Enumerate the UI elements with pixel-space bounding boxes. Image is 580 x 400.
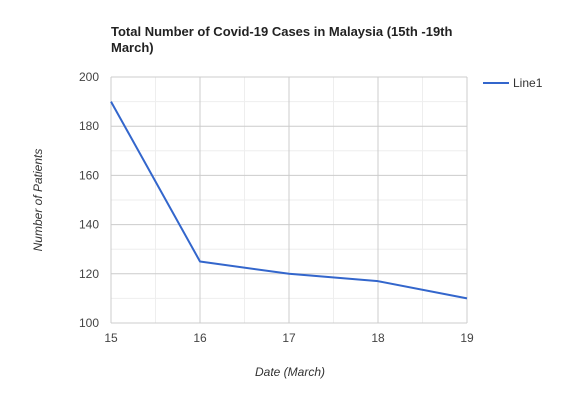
chart-title-line-2: March) bbox=[111, 40, 154, 55]
y-tick-label: 140 bbox=[79, 218, 99, 232]
legend-label-line1: Line1 bbox=[513, 76, 543, 90]
x-tick-label: 16 bbox=[193, 331, 207, 345]
y-tick-label: 180 bbox=[79, 119, 99, 133]
data-series bbox=[110, 101, 468, 300]
x-tick-label: 18 bbox=[371, 331, 385, 345]
x-tick-label: 17 bbox=[282, 331, 296, 345]
x-axis-label: Date (March) bbox=[255, 365, 325, 379]
y-tick-label: 100 bbox=[79, 316, 99, 330]
legend: Line1 bbox=[483, 76, 543, 90]
y-tick-label: 160 bbox=[79, 168, 99, 182]
series-line bbox=[110, 101, 468, 300]
y-tick-label: 200 bbox=[79, 70, 99, 84]
x-tick-label: 19 bbox=[460, 331, 474, 345]
chart-title-line-1: Total Number of Covid-19 Cases in Malays… bbox=[111, 24, 453, 39]
x-tick-label: 15 bbox=[104, 331, 118, 345]
y-axis-label: Number of Patients bbox=[31, 149, 45, 252]
y-tick-label: 120 bbox=[79, 267, 99, 281]
axis-tick-labels: 15 16 17 18 19 100 120 140 160 180 200 bbox=[79, 70, 474, 345]
